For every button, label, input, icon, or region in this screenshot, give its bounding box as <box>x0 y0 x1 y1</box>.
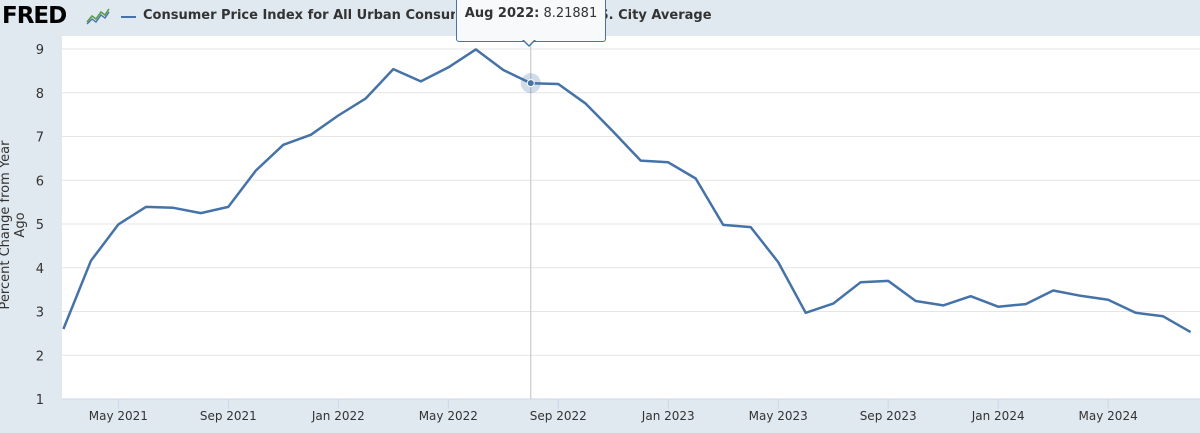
plot-area <box>62 36 1200 399</box>
x-tick-label: May 2022 <box>419 409 478 423</box>
x-tick-label: May 2021 <box>89 409 148 423</box>
x-tick-label: Jan 2022 <box>311 409 365 423</box>
y-tick-label: 9 <box>36 43 44 58</box>
series-line <box>62 48 1192 334</box>
fred-logo[interactable]: FRED <box>2 3 67 29</box>
tooltip-value: 8.21881 <box>543 6 598 21</box>
y-axis-label: Percent Change from Year Ago <box>0 140 28 310</box>
legend-swatch <box>121 16 136 18</box>
highlight-point <box>526 79 535 88</box>
tooltip-box <box>456 0 606 42</box>
y-tick-label: 4 <box>36 262 44 277</box>
y-tick-label: 6 <box>36 174 44 189</box>
x-tick-label: Sep 2021 <box>200 409 257 423</box>
tooltip-pointer-inner <box>523 39 535 45</box>
y-tick-label: 3 <box>36 306 44 321</box>
y-tick-label: 2 <box>36 349 44 364</box>
x-tick-label: May 2023 <box>749 409 808 423</box>
x-tick-label: Jan 2023 <box>641 409 695 423</box>
y-tick-label: 7 <box>36 131 44 146</box>
x-tick-label: Sep 2022 <box>530 409 587 423</box>
x-tick-label: Jan 2024 <box>971 409 1025 423</box>
x-tick-label: May 2024 <box>1079 409 1138 423</box>
tooltip-date: Aug 2022: <box>464 6 540 21</box>
fred-chart-icon <box>86 6 110 26</box>
x-tick-label: Sep 2023 <box>860 409 917 423</box>
tooltip-text: Aug 2022: 8.21881 <box>456 6 606 21</box>
y-tick-label: 1 <box>36 393 44 408</box>
y-tick-label: 8 <box>36 87 44 102</box>
y-tick-label: 5 <box>36 218 44 233</box>
